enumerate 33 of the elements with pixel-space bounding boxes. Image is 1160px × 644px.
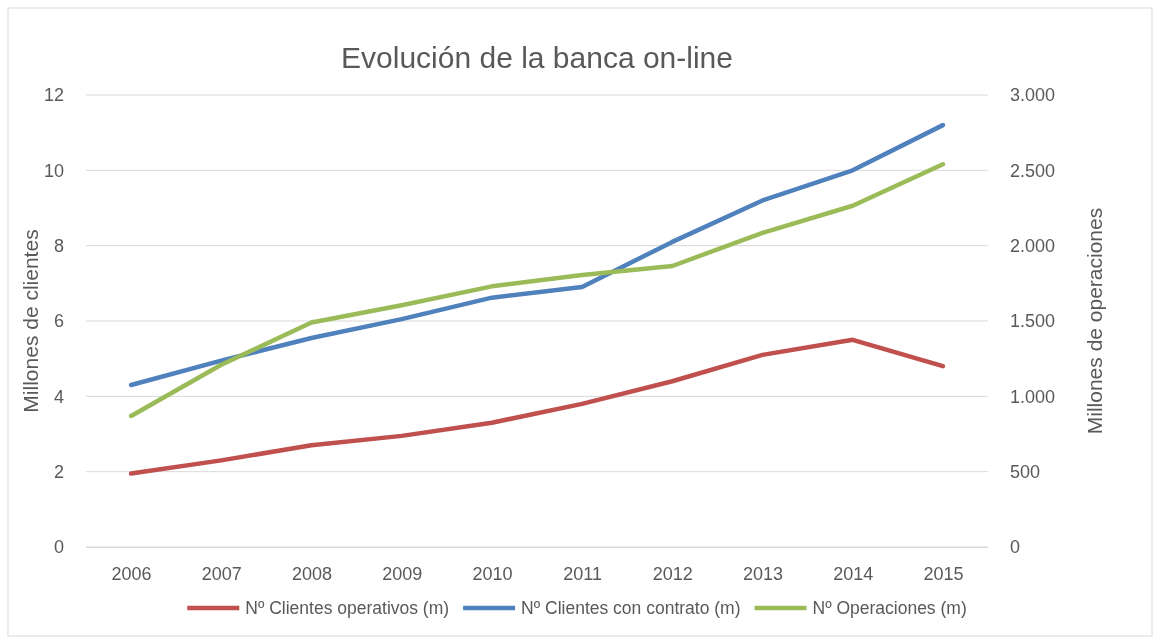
y-tick-label: 4 [53, 386, 64, 407]
y-tick-label: 10 [43, 160, 64, 181]
x-tick-label: 2015 [923, 563, 964, 584]
y-tick-label: 2 [53, 461, 64, 482]
y2-tick-label: 2.500 [1010, 160, 1056, 181]
line-series [128, 162, 946, 419]
x-tick-label: 2006 [111, 563, 152, 584]
y2-tick-label: 1.500 [1010, 311, 1056, 332]
y2-tick-label: 0 [1010, 537, 1021, 558]
y-tick-label: 8 [53, 235, 64, 256]
line-series [128, 337, 946, 476]
legend-label: Nº Clientes operativos (m) [245, 598, 450, 618]
y2-tick-label: 3.000 [1010, 85, 1056, 106]
line-series [128, 122, 946, 388]
x-tick-label: 2007 [201, 563, 242, 584]
y2-axis-title: Millones de operaciones [1083, 207, 1106, 435]
chart-title: Evolución de la banca on-line [341, 41, 733, 74]
x-tick-label: 2014 [833, 563, 874, 584]
y2-tick-label: 1.000 [1010, 386, 1056, 407]
y-tick-label: 0 [53, 537, 64, 558]
y2-tick-label: 500 [1010, 461, 1041, 482]
y-tick-label: 6 [53, 311, 64, 332]
x-tick-label: 2012 [652, 563, 693, 584]
y-axis-title: Millones de clientes [19, 229, 42, 413]
y-tick-label: 12 [43, 85, 64, 106]
y2-tick-label: 2.000 [1010, 235, 1056, 256]
x-tick-label: 2009 [382, 563, 423, 584]
legend-label: Nº Clientes con contrato (m) [521, 598, 741, 618]
x-tick-label: 2008 [291, 563, 333, 584]
x-tick-label: 2013 [742, 563, 784, 584]
x-tick-label: 2011 [563, 563, 602, 584]
legend-label: Nº Operaciones (m) [812, 598, 967, 618]
x-tick-label: 2010 [472, 563, 513, 584]
